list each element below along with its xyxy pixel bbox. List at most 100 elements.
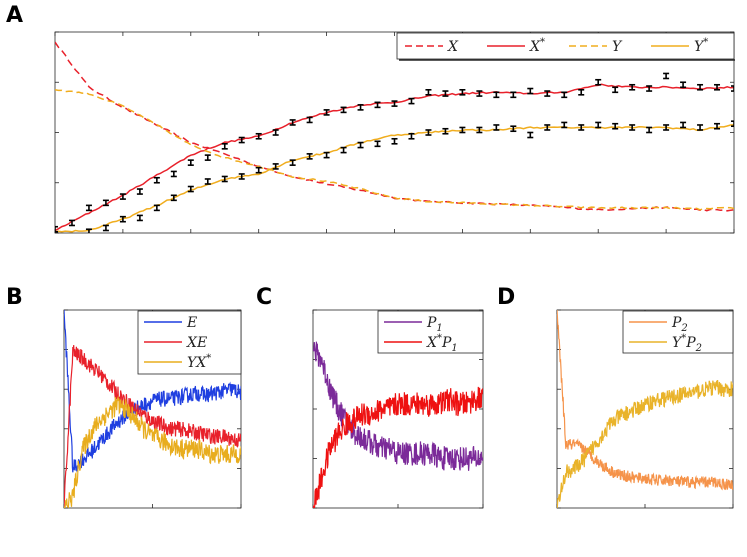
- errorbar-x-star: [714, 83, 721, 91]
- series-line-y-starp2: [557, 379, 733, 508]
- errorbar-x-star: [561, 91, 568, 99]
- errorbar-y-star: [323, 151, 330, 159]
- panel-letter-c: C: [256, 285, 272, 310]
- legend: P1X*P1: [377, 310, 484, 354]
- errorbar-y-star: [561, 121, 568, 129]
- errorbar-y-star: [425, 129, 432, 136]
- legend-label: P1: [426, 315, 443, 334]
- errorbar-x-star: [221, 143, 228, 150]
- errorbar-x-star: [408, 97, 415, 105]
- plot-area: [313, 341, 483, 508]
- legend-label: E: [186, 315, 197, 331]
- errorbar-x-star: [629, 83, 636, 91]
- errorbar-y-star: [102, 224, 109, 232]
- errorbar-y-star: [289, 159, 296, 166]
- errorbar-y-star: [374, 140, 381, 148]
- errorbar-x-star: [663, 72, 670, 80]
- series-line-p1: [313, 341, 483, 471]
- legend-label: P2: [671, 315, 688, 334]
- errorbar-x-star: [85, 204, 92, 212]
- errorbar-x-star: [289, 119, 296, 126]
- legend-label: X: [447, 39, 459, 55]
- legend: E XE YX*: [137, 310, 242, 375]
- errorbar-x-star: [493, 91, 500, 99]
- errorbar-x-star: [238, 136, 245, 144]
- errorbar-y-star: [527, 131, 534, 139]
- errorbar-y-star: [578, 124, 585, 131]
- errorbar-x-star: [578, 88, 585, 96]
- errorbar-y-star: [204, 178, 211, 185]
- chart-b: E XE YX*: [63, 309, 242, 509]
- errorbar-y-star: [646, 126, 653, 134]
- legend-label: X*: [529, 37, 545, 55]
- errorbar-y-star: [544, 124, 551, 131]
- series-line-xe: [64, 345, 241, 508]
- errorbar-y-star: [714, 122, 721, 130]
- errorbar-x-star: [391, 100, 398, 107]
- legend: P2Y*P2: [622, 310, 734, 354]
- panel-letter-a: A: [6, 3, 23, 28]
- errorbar-y-star: [697, 124, 704, 131]
- errorbar-x-star: [102, 199, 109, 207]
- errorbar-y-star: [595, 121, 602, 129]
- chart-d: P2Y*P2: [556, 309, 734, 509]
- errorbar-x-star: [527, 87, 534, 95]
- errorbar-y-star: [731, 120, 734, 128]
- errorbar-x-star: [119, 193, 126, 200]
- legend-box: [622, 310, 734, 354]
- series-line-e: [64, 310, 241, 473]
- errorbar-y-star: [255, 166, 262, 174]
- errorbar-y-star: [510, 125, 517, 133]
- panel-letter-d: D: [497, 285, 515, 310]
- errorbar-x-star: [697, 83, 704, 91]
- series-line-x: [55, 41, 734, 212]
- errorbar-y-star: [221, 175, 228, 183]
- chart-c: P1X*P1: [312, 309, 484, 509]
- errorbar-x-star: [340, 106, 347, 114]
- errorbar-x-star: [170, 170, 177, 178]
- errorbar-x-star: [680, 81, 687, 89]
- errorbar-x-star: [510, 91, 517, 99]
- errorbar-x-star: [255, 132, 262, 140]
- chart-a: X X* Y Y*: [54, 31, 735, 234]
- series-line-yx-star: [64, 395, 241, 508]
- errorbar-y-star: [493, 124, 500, 131]
- errorbar-y-star: [357, 141, 364, 149]
- legend-label: XE: [186, 335, 207, 351]
- errorbar-y-star: [306, 153, 313, 160]
- errorbar-x-star: [646, 85, 653, 92]
- errorbar-y-star: [442, 127, 449, 135]
- legend: X X* Y Y*: [396, 32, 735, 61]
- errorbar-x-star: [374, 101, 381, 109]
- legend-label: Y*P2: [672, 333, 702, 354]
- errorbar-x-star: [476, 90, 483, 97]
- errorbar-x-star: [306, 116, 313, 124]
- series-line-y-star: [55, 123, 734, 233]
- errorbar-x-star: [459, 88, 466, 96]
- plot-area: [64, 310, 241, 508]
- errorbar-y-star: [119, 215, 126, 223]
- legend-label: YX*: [187, 353, 211, 371]
- plot-frame: [54, 31, 735, 234]
- errorbar-x-star: [544, 90, 551, 97]
- errorbar-x-star: [187, 159, 194, 166]
- errorbar-y-star: [136, 214, 143, 222]
- errorbar-y-star: [272, 163, 279, 170]
- errorbar-y-star: [391, 137, 398, 145]
- errorbar-y-star: [187, 185, 194, 193]
- legend-label: Y: [612, 39, 623, 55]
- errorbar-x-star: [153, 176, 160, 184]
- errorbar-x-star: [323, 109, 330, 116]
- errorbar-x-star: [425, 88, 432, 96]
- errorbar-y-star: [612, 122, 619, 130]
- panel-letter-b: B: [6, 285, 23, 310]
- errorbar-y-star: [170, 194, 177, 202]
- errorbar-x-star: [204, 154, 211, 161]
- plot-area: [557, 310, 733, 508]
- errorbar-y-star: [340, 146, 347, 154]
- errorbar-y-star: [663, 124, 670, 131]
- errorbar-y-star: [153, 204, 160, 212]
- errorbar-y-star: [408, 132, 415, 140]
- errorbar-y-star: [238, 173, 245, 180]
